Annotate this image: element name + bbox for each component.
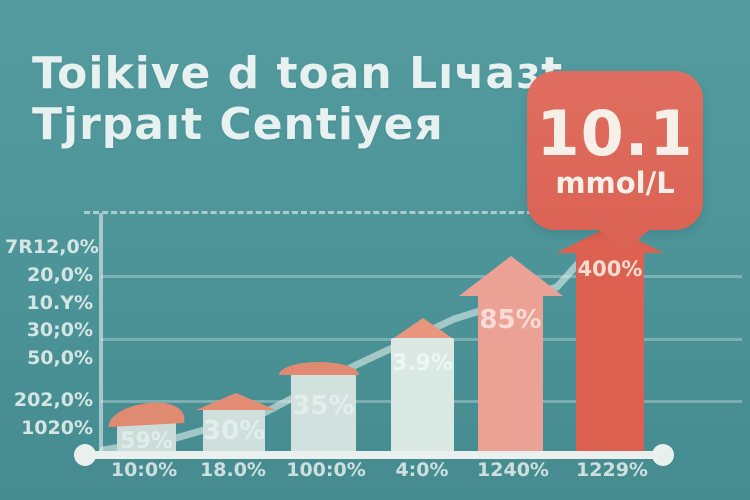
x-tick-label: 4:0%	[395, 459, 449, 481]
baseline-endpoint-dot	[74, 444, 96, 466]
x-tick-label: 100:0%	[286, 459, 366, 481]
dashed-threshold-line	[84, 211, 542, 214]
bar-value-label: 35%	[292, 391, 355, 421]
x-tick-label: 10:0%	[110, 459, 178, 481]
x-tick-label: 1229%	[576, 459, 648, 481]
y-tick-label: 20,0%	[27, 264, 93, 286]
y-tick-label: 1020%	[21, 417, 93, 439]
page-title: Toikive d toan Lıчaɜt Tjrpaıt Centiyeя	[32, 48, 563, 150]
y-tick-label: 50,0%	[27, 347, 93, 369]
y-tick-label: 30;0%	[26, 319, 93, 341]
bar-5	[478, 296, 543, 455]
y-axis-line	[99, 213, 103, 455]
bar-value-label: 30%	[203, 416, 266, 446]
roof-ornament	[394, 318, 452, 338]
roof-ornament	[279, 362, 359, 375]
bar-3	[291, 374, 356, 455]
y-tick-label: 7R12,0%	[5, 236, 99, 258]
title-line-1: Toikive d toan Lıчaɜt	[32, 48, 564, 99]
bar-6	[576, 249, 644, 455]
gridline	[101, 275, 742, 278]
title-line-2: Tjrpaıt Centiyeя	[32, 99, 444, 150]
bar-value-label: 400%	[577, 257, 643, 281]
x-tick-label: 1240%	[477, 459, 549, 481]
bar-value-label: 59%	[120, 429, 173, 454]
callout-value: 10.1	[536, 96, 694, 170]
bar-value-label: 3.9%	[391, 351, 453, 376]
bar-5-arrowhead	[459, 256, 563, 296]
bar-2	[203, 409, 265, 455]
callout-unit: mmol/L	[555, 165, 675, 200]
roof-ornament	[196, 393, 276, 410]
callout-pointer	[594, 226, 654, 252]
baseline-endpoint-dot	[652, 444, 674, 466]
y-tick-label: 202,0%	[13, 389, 93, 411]
x-axis-baseline	[82, 451, 668, 459]
bar-4	[391, 338, 454, 455]
bar-1	[117, 421, 176, 455]
y-tick-label: 10.Y%	[26, 292, 93, 314]
x-tick-label: 18.0%	[200, 459, 266, 481]
callout-badge: 10.1 mmol/L	[527, 71, 703, 230]
bar-value-label: 85%	[479, 305, 542, 335]
